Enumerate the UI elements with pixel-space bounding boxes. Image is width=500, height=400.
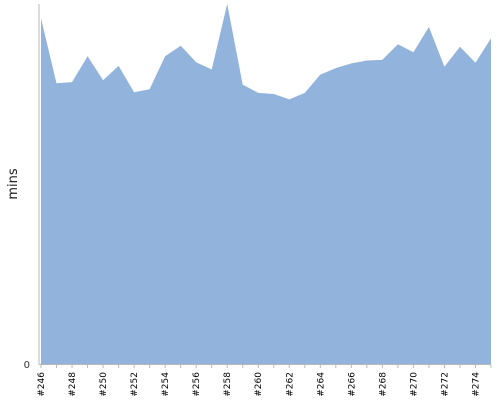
x-tick-label: #246 bbox=[37, 372, 47, 397]
series-area bbox=[41, 4, 491, 364]
x-tick-label: #264 bbox=[316, 372, 326, 397]
x-tick-label: #274 bbox=[472, 372, 482, 397]
axes-layer bbox=[38, 4, 491, 365]
x-tick-label: #262 bbox=[285, 372, 295, 397]
x-tick-label: #248 bbox=[68, 372, 78, 397]
x-tick-label: #256 bbox=[192, 372, 202, 397]
x-ticks: #246 #248 #250 #252 #254 #256 #258 #260 #262 #264… bbox=[37, 364, 492, 397]
x-tick-label: #268 bbox=[378, 372, 388, 397]
x-tick-label: #254 bbox=[161, 372, 171, 397]
x-tick-label: #250 bbox=[99, 372, 109, 397]
x-tick-label: #252 bbox=[130, 372, 140, 397]
x-tick-label: #266 bbox=[347, 372, 357, 397]
y-axis-title: mins bbox=[6, 168, 21, 200]
x-tick-label: #258 bbox=[223, 372, 233, 397]
x-tick-label: #260 bbox=[254, 372, 264, 397]
x-tick-label: #270 bbox=[409, 372, 419, 397]
y-tick-label-zero: 0 bbox=[24, 360, 30, 371]
area-layer bbox=[41, 4, 491, 364]
x-tick-label: #272 bbox=[440, 372, 450, 397]
